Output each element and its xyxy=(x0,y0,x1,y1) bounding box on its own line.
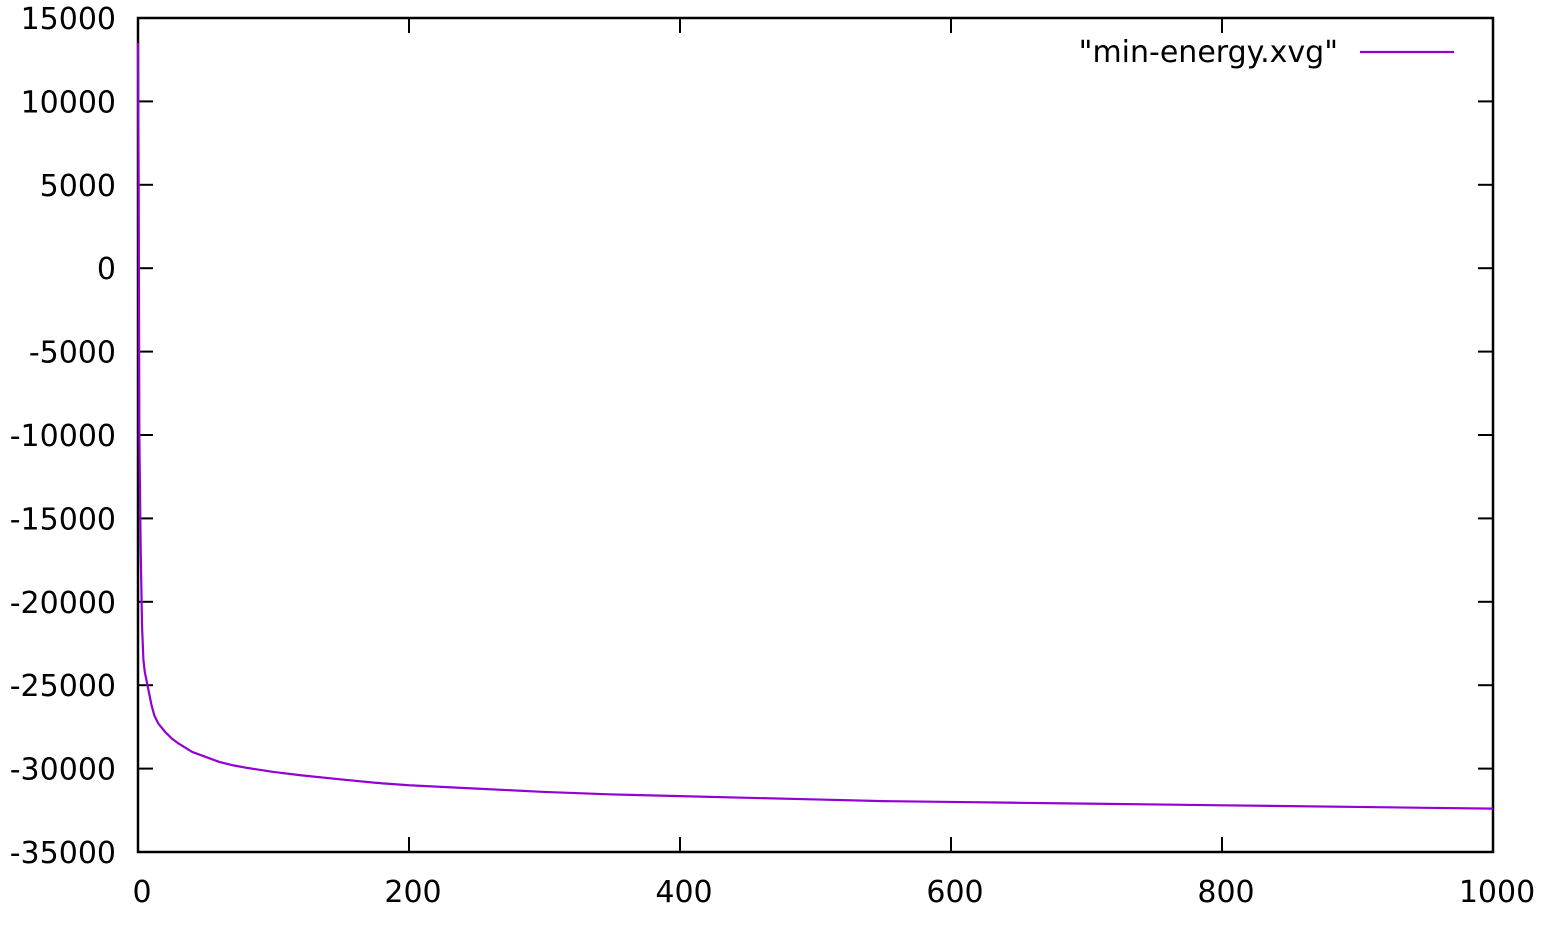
x-tick-label: 800 xyxy=(1197,875,1254,910)
y-tick-label: -25000 xyxy=(10,669,116,704)
x-tick-label: 1000 xyxy=(1459,875,1535,910)
series-line-min-energy xyxy=(136,43,1494,810)
x-tick-label: 400 xyxy=(655,875,712,910)
x-axis: 0 200 400 600 800 1000 xyxy=(132,18,1535,910)
legend: "min-energy.xvg" xyxy=(1079,35,1454,70)
y-tick-label: -10000 xyxy=(10,419,116,454)
y-tick-label: 5000 xyxy=(40,169,116,204)
plot-frame xyxy=(136,16,1495,854)
y-tick-label: 10000 xyxy=(21,85,116,120)
y-tick-label: 15000 xyxy=(21,2,116,37)
x-tick-label: 600 xyxy=(926,875,983,910)
y-tick-label: -35000 xyxy=(10,836,116,871)
y-tick-label: -30000 xyxy=(10,753,116,788)
legend-label: "min-energy.xvg" xyxy=(1079,35,1338,70)
y-tick-label: -5000 xyxy=(29,336,116,371)
x-tick-label: 0 xyxy=(132,875,151,910)
y-tick-label: -15000 xyxy=(10,502,116,537)
y-axis: 15000 10000 5000 0 -5000 -10000 -15000 -20000 -2… xyxy=(10,2,1493,871)
y-tick-label: -20000 xyxy=(10,586,116,621)
x-tick-label: 200 xyxy=(384,875,441,910)
y-tick-label: 0 xyxy=(97,252,116,287)
